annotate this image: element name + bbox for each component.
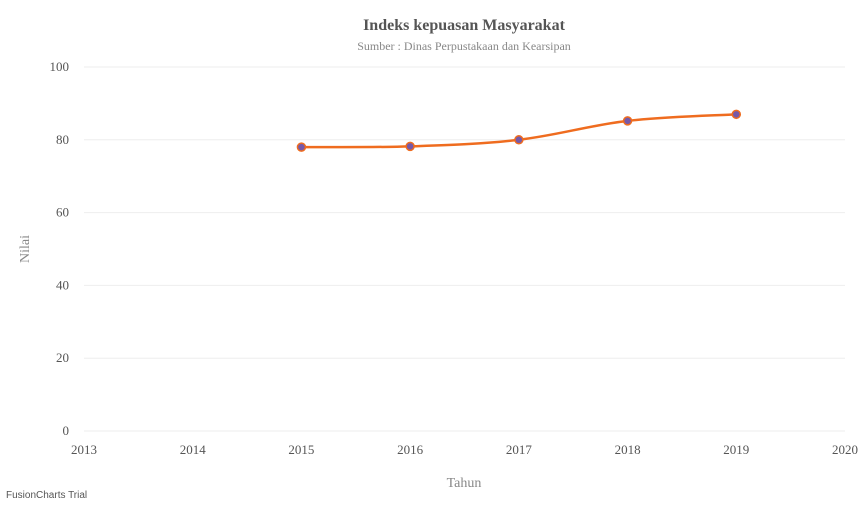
watermark-text: FusionCharts Trial	[6, 490, 87, 501]
gridlines	[84, 66, 845, 432]
data-point[interactable]	[731, 109, 742, 120]
series-layer	[296, 109, 742, 152]
x-axis-ticks: 2013 2014 2015 2016 2017 2018 2019 2020	[71, 442, 858, 457]
y-tick-label: 60	[56, 205, 69, 220]
x-axis-title: Tahun	[447, 476, 482, 491]
y-axis-ticks: 0 20 40 60 80 100	[50, 59, 70, 438]
x-tick-label: 2013	[71, 442, 97, 457]
y-tick-label: 100	[50, 59, 70, 74]
x-tick-label: 2014	[180, 442, 207, 457]
data-point[interactable]	[296, 142, 307, 152]
x-tick-label: 2020	[832, 442, 858, 457]
data-point[interactable]	[405, 141, 415, 152]
y-tick-label: 40	[56, 277, 69, 292]
data-point[interactable]	[514, 135, 524, 145]
y-axis-title: Nilai	[18, 235, 33, 263]
x-tick-label: 2015	[288, 442, 314, 457]
y-tick-label: 20	[56, 350, 69, 365]
y-tick-label: 0	[63, 423, 70, 438]
x-tick-label: 2018	[615, 442, 641, 457]
y-tick-label: 80	[56, 132, 69, 147]
x-tick-label: 2016	[397, 442, 424, 457]
data-point[interactable]	[622, 116, 633, 126]
x-tick-label: 2017	[506, 442, 533, 457]
x-tick-label: 2019	[723, 442, 749, 457]
chart-title: Indeks kepuasan Masyarakat	[363, 17, 566, 34]
chart-subtitle: Sumber : Dinas Perpustakaan dan Kearsipa…	[357, 39, 571, 53]
